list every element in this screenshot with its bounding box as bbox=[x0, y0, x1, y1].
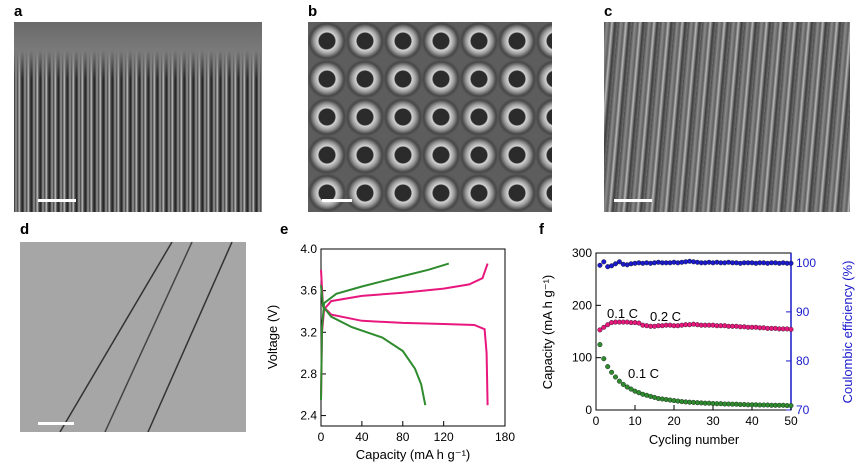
data-point bbox=[612, 261, 618, 267]
y-right-tick-label: 70 bbox=[796, 403, 810, 417]
annotation-rate-1: 0.1 C bbox=[607, 306, 638, 321]
data-point bbox=[788, 326, 794, 332]
panel-label-b: b bbox=[308, 3, 318, 20]
chart-e-voltage-capacity: 2.4 2.8 3.2 3.6 4.0 0 40 80 120 180 Capacity (mA… bbox=[265, 242, 515, 462]
annotation-rate-3: 0.1 C bbox=[628, 366, 659, 381]
y-axis-label-right: Coulombic efficiency (%) bbox=[840, 261, 855, 404]
data-point bbox=[601, 324, 607, 330]
data-point bbox=[788, 403, 794, 409]
data-point bbox=[605, 364, 611, 370]
data-point bbox=[612, 374, 618, 380]
series-line bbox=[320, 285, 427, 406]
x-tick-label: 10 bbox=[628, 414, 642, 428]
sem-image-a bbox=[14, 22, 262, 212]
scale-bar bbox=[38, 199, 76, 202]
x-axis-label: Cycling number bbox=[649, 432, 740, 447]
y-axis-label-left: Capacity (mA h g⁻¹) bbox=[540, 275, 555, 390]
series-line bbox=[320, 262, 450, 401]
data-point bbox=[597, 327, 603, 333]
y-right-tick-label: 80 bbox=[796, 354, 810, 368]
data-point bbox=[636, 320, 642, 326]
panel-label-f: f bbox=[539, 221, 544, 238]
panel-label-d: d bbox=[20, 221, 30, 238]
x-tick-label: 50 bbox=[784, 414, 798, 428]
y-tick-label: 0 bbox=[585, 403, 592, 417]
sem-image-c bbox=[604, 22, 850, 212]
plot-frame bbox=[320, 248, 506, 427]
data-point bbox=[601, 259, 607, 265]
data-point bbox=[624, 384, 630, 390]
y-tick-label: 3.2 bbox=[300, 325, 317, 339]
y-right-tick-label: 90 bbox=[796, 305, 810, 319]
panel-label-c: c bbox=[604, 3, 613, 20]
sem-image-b bbox=[308, 22, 552, 212]
x-tick-label: 0 bbox=[318, 430, 325, 444]
annotation-rate-2: 0.2 C bbox=[650, 309, 681, 324]
y-tick-label: 2.8 bbox=[300, 367, 317, 381]
y-tick-label: 200 bbox=[572, 298, 592, 312]
data-point bbox=[788, 260, 794, 266]
x-tick-label: 80 bbox=[396, 430, 410, 444]
y-axis-label: Voltage (V) bbox=[265, 305, 280, 369]
data-point bbox=[616, 378, 622, 384]
data-point bbox=[597, 262, 603, 268]
data-point bbox=[616, 259, 622, 265]
data-point bbox=[605, 322, 611, 328]
y-tick-label: 2.4 bbox=[300, 409, 317, 423]
data-point bbox=[597, 342, 603, 348]
scale-bar bbox=[322, 199, 352, 202]
y-tick-label: 100 bbox=[572, 351, 592, 365]
y-tick-label: 3.6 bbox=[300, 284, 317, 298]
x-axis-label: Capacity (mA h g⁻¹) bbox=[356, 447, 471, 462]
x-tick-label: 180 bbox=[495, 430, 515, 444]
scale-bar bbox=[614, 199, 652, 202]
panel-label-a: a bbox=[14, 3, 23, 20]
y-right-tick-label: 100 bbox=[796, 256, 816, 270]
data-point bbox=[609, 369, 615, 375]
x-tick-label: 20 bbox=[667, 414, 681, 428]
y-tick-label: 4.0 bbox=[300, 242, 317, 256]
data-point bbox=[609, 263, 615, 269]
x-tick-label: 40 bbox=[355, 430, 369, 444]
x-tick-label: 120 bbox=[434, 430, 454, 444]
chart-f-cycling: 0 100 200 300 70 80 90 100 0 10 20 30 40 50 0.1 C 0… bbox=[540, 246, 855, 447]
data-point bbox=[620, 381, 626, 387]
panel-label-e: e bbox=[280, 221, 289, 238]
x-tick-label: 40 bbox=[745, 414, 759, 428]
x-tick-label: 0 bbox=[593, 414, 600, 428]
data-point bbox=[628, 386, 634, 392]
series-line bbox=[320, 263, 489, 401]
x-tick-label: 30 bbox=[706, 414, 720, 428]
y-tick-label: 300 bbox=[572, 246, 592, 260]
tem-image-d bbox=[20, 242, 246, 432]
data-point bbox=[601, 356, 607, 362]
scale-bar bbox=[38, 422, 74, 425]
